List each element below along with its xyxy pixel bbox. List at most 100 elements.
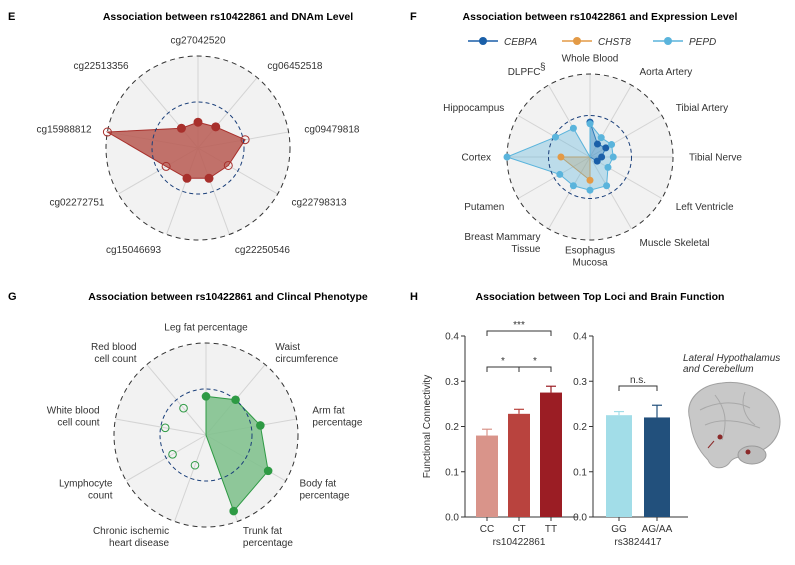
radar-F-point-CEBPA bbox=[602, 144, 610, 152]
radar-G-point bbox=[231, 395, 240, 405]
radar-G-axis-label: Trunk fat bbox=[243, 526, 282, 537]
radar-F-point-PEPD bbox=[586, 120, 594, 128]
radar-E-axis-label: cg02272751 bbox=[49, 198, 104, 209]
radar-E-outer-ring bbox=[105, 55, 291, 241]
radar-F-inner-ring bbox=[548, 115, 632, 199]
bar-H-sig-label: * bbox=[533, 356, 537, 367]
radar-F-axis-label: Hippocampus bbox=[443, 103, 504, 114]
bar-H-ytick-label: 0.0 bbox=[445, 513, 459, 524]
radar-G-point bbox=[160, 423, 170, 433]
legend-label-PEPD: PEPD bbox=[689, 37, 716, 48]
radar-F-point-CHST8 bbox=[557, 153, 565, 161]
bar-H-sig-bracket bbox=[486, 366, 520, 372]
radar-F-point-PEPD bbox=[608, 141, 616, 149]
radar-G-spoke bbox=[115, 418, 207, 436]
bar-H-bar-GG bbox=[606, 415, 632, 517]
radar-F-point-PEPD bbox=[569, 124, 577, 132]
bar-H-bar-TT bbox=[540, 392, 562, 517]
radar-G-point bbox=[263, 466, 273, 476]
radar-G-axis-label: White blood bbox=[47, 406, 100, 417]
radar-F-point-PEPD bbox=[586, 186, 594, 194]
radar-G-axis-label: cell count bbox=[94, 354, 136, 365]
radar-G-axis-label: percentage bbox=[312, 418, 362, 429]
panel-G-letter: G bbox=[8, 291, 17, 303]
bar-H-ytick-label: 0.0 bbox=[573, 513, 587, 524]
radar-F-axis-label: Breast Mammary bbox=[464, 232, 540, 243]
legend-marker-CEBPA bbox=[479, 37, 487, 45]
radar-F-axis-label: Tibial Nerve bbox=[689, 153, 742, 164]
bar-H-bar-CC bbox=[476, 435, 498, 517]
radar-G-axis-label: Chronic ischemic bbox=[93, 526, 169, 537]
brain-marker-cerebellum bbox=[745, 449, 751, 455]
brain-sulci bbox=[699, 391, 761, 441]
radar-F-point-CEBPA bbox=[593, 140, 601, 148]
radar-G-point bbox=[201, 392, 211, 401]
radar-F-point-PEPD bbox=[503, 153, 511, 161]
bar-H-ytick-label: 0.2 bbox=[573, 422, 587, 433]
bar-H-sig-bracket bbox=[486, 330, 552, 336]
radar-E-point bbox=[240, 135, 250, 145]
radar-G-point bbox=[256, 421, 265, 430]
bar-H-sig-bracket bbox=[518, 366, 552, 372]
radar-E-point bbox=[204, 173, 214, 183]
brain-marker-line bbox=[707, 440, 715, 449]
radar-E-point bbox=[223, 160, 233, 170]
radar-E-axis-label: cg22250546 bbox=[235, 245, 290, 256]
radar-E-point bbox=[211, 122, 221, 132]
radar-F-outer-ring bbox=[506, 73, 674, 241]
brain-cerebellum bbox=[737, 445, 767, 465]
bar-H-sig-label: * bbox=[501, 356, 505, 367]
bar-H-ytick-label: 0.4 bbox=[573, 332, 587, 343]
bar-H-group-xlabel: rs3824417 bbox=[614, 537, 662, 548]
radar-G-inner-ring bbox=[159, 388, 253, 482]
radar-F-point-PEPD bbox=[556, 170, 564, 178]
bar-H-category-label: CT bbox=[512, 524, 525, 535]
radar-E-axis-label: cg22513356 bbox=[74, 61, 129, 72]
legend-label-CEBPA: CEBPA bbox=[504, 37, 537, 48]
bar-H-ytick-label: 0.2 bbox=[445, 422, 459, 433]
radar-F-point-PEPD bbox=[551, 133, 559, 141]
bar-chart-H: Functional Connectivity 0.0 0.1 0.2 0.3 0.4 CC… bbox=[422, 320, 781, 548]
panel-E-letter: E bbox=[8, 11, 15, 23]
panel-F-title: Association between rs10422861 and Expre… bbox=[463, 11, 738, 23]
legend-marker-CHST8 bbox=[573, 37, 581, 45]
bar-H-category-label: GG bbox=[611, 524, 627, 535]
radar-E-axis-label: cg06452518 bbox=[267, 61, 322, 72]
radar-chart-E: cg27042520 cg06452518 cg09479818 cg22798313… bbox=[37, 36, 360, 257]
bar-H-sig-label: *** bbox=[513, 320, 525, 331]
radar-E-axis-label: cg15046693 bbox=[106, 245, 161, 256]
radar-G-axis-label: Arm fat bbox=[312, 406, 344, 417]
radar-G-axis-label: cell count bbox=[57, 418, 99, 429]
bar-H-category-label: AG/AA bbox=[642, 524, 673, 535]
radar-E-axis-label: cg09479818 bbox=[304, 125, 359, 136]
radar-G-point bbox=[229, 506, 238, 516]
radar-F-point-PEPD bbox=[569, 182, 577, 190]
bar-H-sig-bracket bbox=[618, 385, 658, 391]
radar-G-spoke bbox=[174, 434, 207, 522]
bar-H-bar-AG/AA bbox=[644, 417, 670, 517]
radar-F-point-PEPD bbox=[603, 182, 611, 190]
radar-G-axis-label: Leg fat percentage bbox=[164, 323, 248, 334]
brain-illustration bbox=[688, 381, 781, 469]
radar-F-point-PEPD bbox=[597, 134, 605, 142]
radar-E-inner-ring bbox=[151, 101, 245, 195]
bar-H-ytick-label: 0.3 bbox=[445, 377, 459, 388]
panel-E-title: Association between rs10422861 and DNAm … bbox=[103, 11, 353, 23]
bar-H-bar-CT bbox=[508, 413, 530, 517]
radar-E-point bbox=[102, 127, 112, 137]
brain-caption-line: Lateral Hypothalamus bbox=[683, 353, 780, 364]
radar-G-point bbox=[168, 450, 177, 459]
radar-G-axis-label: Waist bbox=[275, 342, 300, 353]
bar-H-ytick-label: 0.4 bbox=[445, 332, 459, 343]
legend-marker-PEPD bbox=[664, 37, 672, 45]
brain-caption-line: and Cerebellum bbox=[683, 364, 754, 375]
bar-H-ylabel: Functional Connectivity bbox=[422, 375, 433, 478]
bar-H-ytick-label: 0.3 bbox=[573, 377, 587, 388]
radar-G-axis-label: Red blood bbox=[91, 342, 137, 353]
radar-F-point-PEPD bbox=[604, 163, 612, 171]
radar-E-point bbox=[193, 117, 203, 127]
radar-G-point bbox=[190, 460, 200, 470]
bar-H-ytick-label: 0.1 bbox=[573, 467, 587, 478]
radar-E-axis-label: cg27042520 bbox=[170, 36, 225, 47]
